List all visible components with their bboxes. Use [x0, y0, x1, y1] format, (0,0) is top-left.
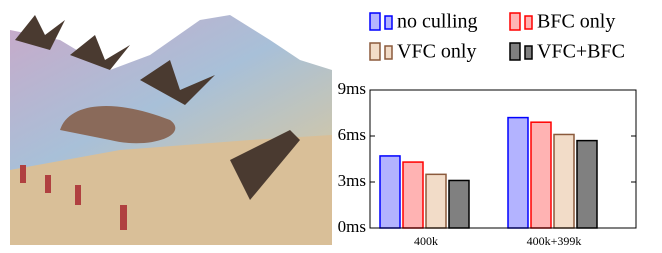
legend-label: BFC only	[537, 11, 615, 33]
bar	[380, 156, 400, 228]
legend-swatch	[385, 46, 392, 59]
y-tick-label: 6ms	[338, 125, 366, 144]
legend-label: no culling	[397, 11, 478, 33]
x-tick-label: 400k+399k	[527, 234, 582, 248]
bar	[531, 122, 551, 228]
legend-swatch	[525, 16, 532, 29]
bar	[449, 180, 469, 228]
legend-swatch	[525, 46, 532, 59]
page: {"chart_data": {"type": "bar", "categori…	[0, 0, 662, 253]
x-tick-label: 400k	[414, 234, 438, 248]
legend-label: VFC only	[397, 41, 476, 63]
rendered-scene	[10, 8, 332, 245]
figure: no culling BFC only VFC only VFC+BFC 0ms 3ms 6…	[0, 0, 662, 253]
legend-swatch	[510, 13, 520, 30]
bar	[554, 134, 574, 228]
y-tick-label: 3ms	[338, 171, 366, 190]
y-tick-label: 9ms	[338, 79, 366, 98]
bar	[577, 141, 597, 228]
legend-label: VFC+BFC	[537, 41, 625, 63]
y-tick-label: 0ms	[338, 217, 366, 236]
bar	[508, 118, 528, 228]
bar	[403, 162, 423, 228]
legend-swatch	[370, 13, 380, 30]
bar	[426, 174, 446, 228]
legend-swatch	[510, 43, 520, 60]
legend-swatch	[370, 43, 380, 60]
legend-swatch	[385, 16, 392, 29]
